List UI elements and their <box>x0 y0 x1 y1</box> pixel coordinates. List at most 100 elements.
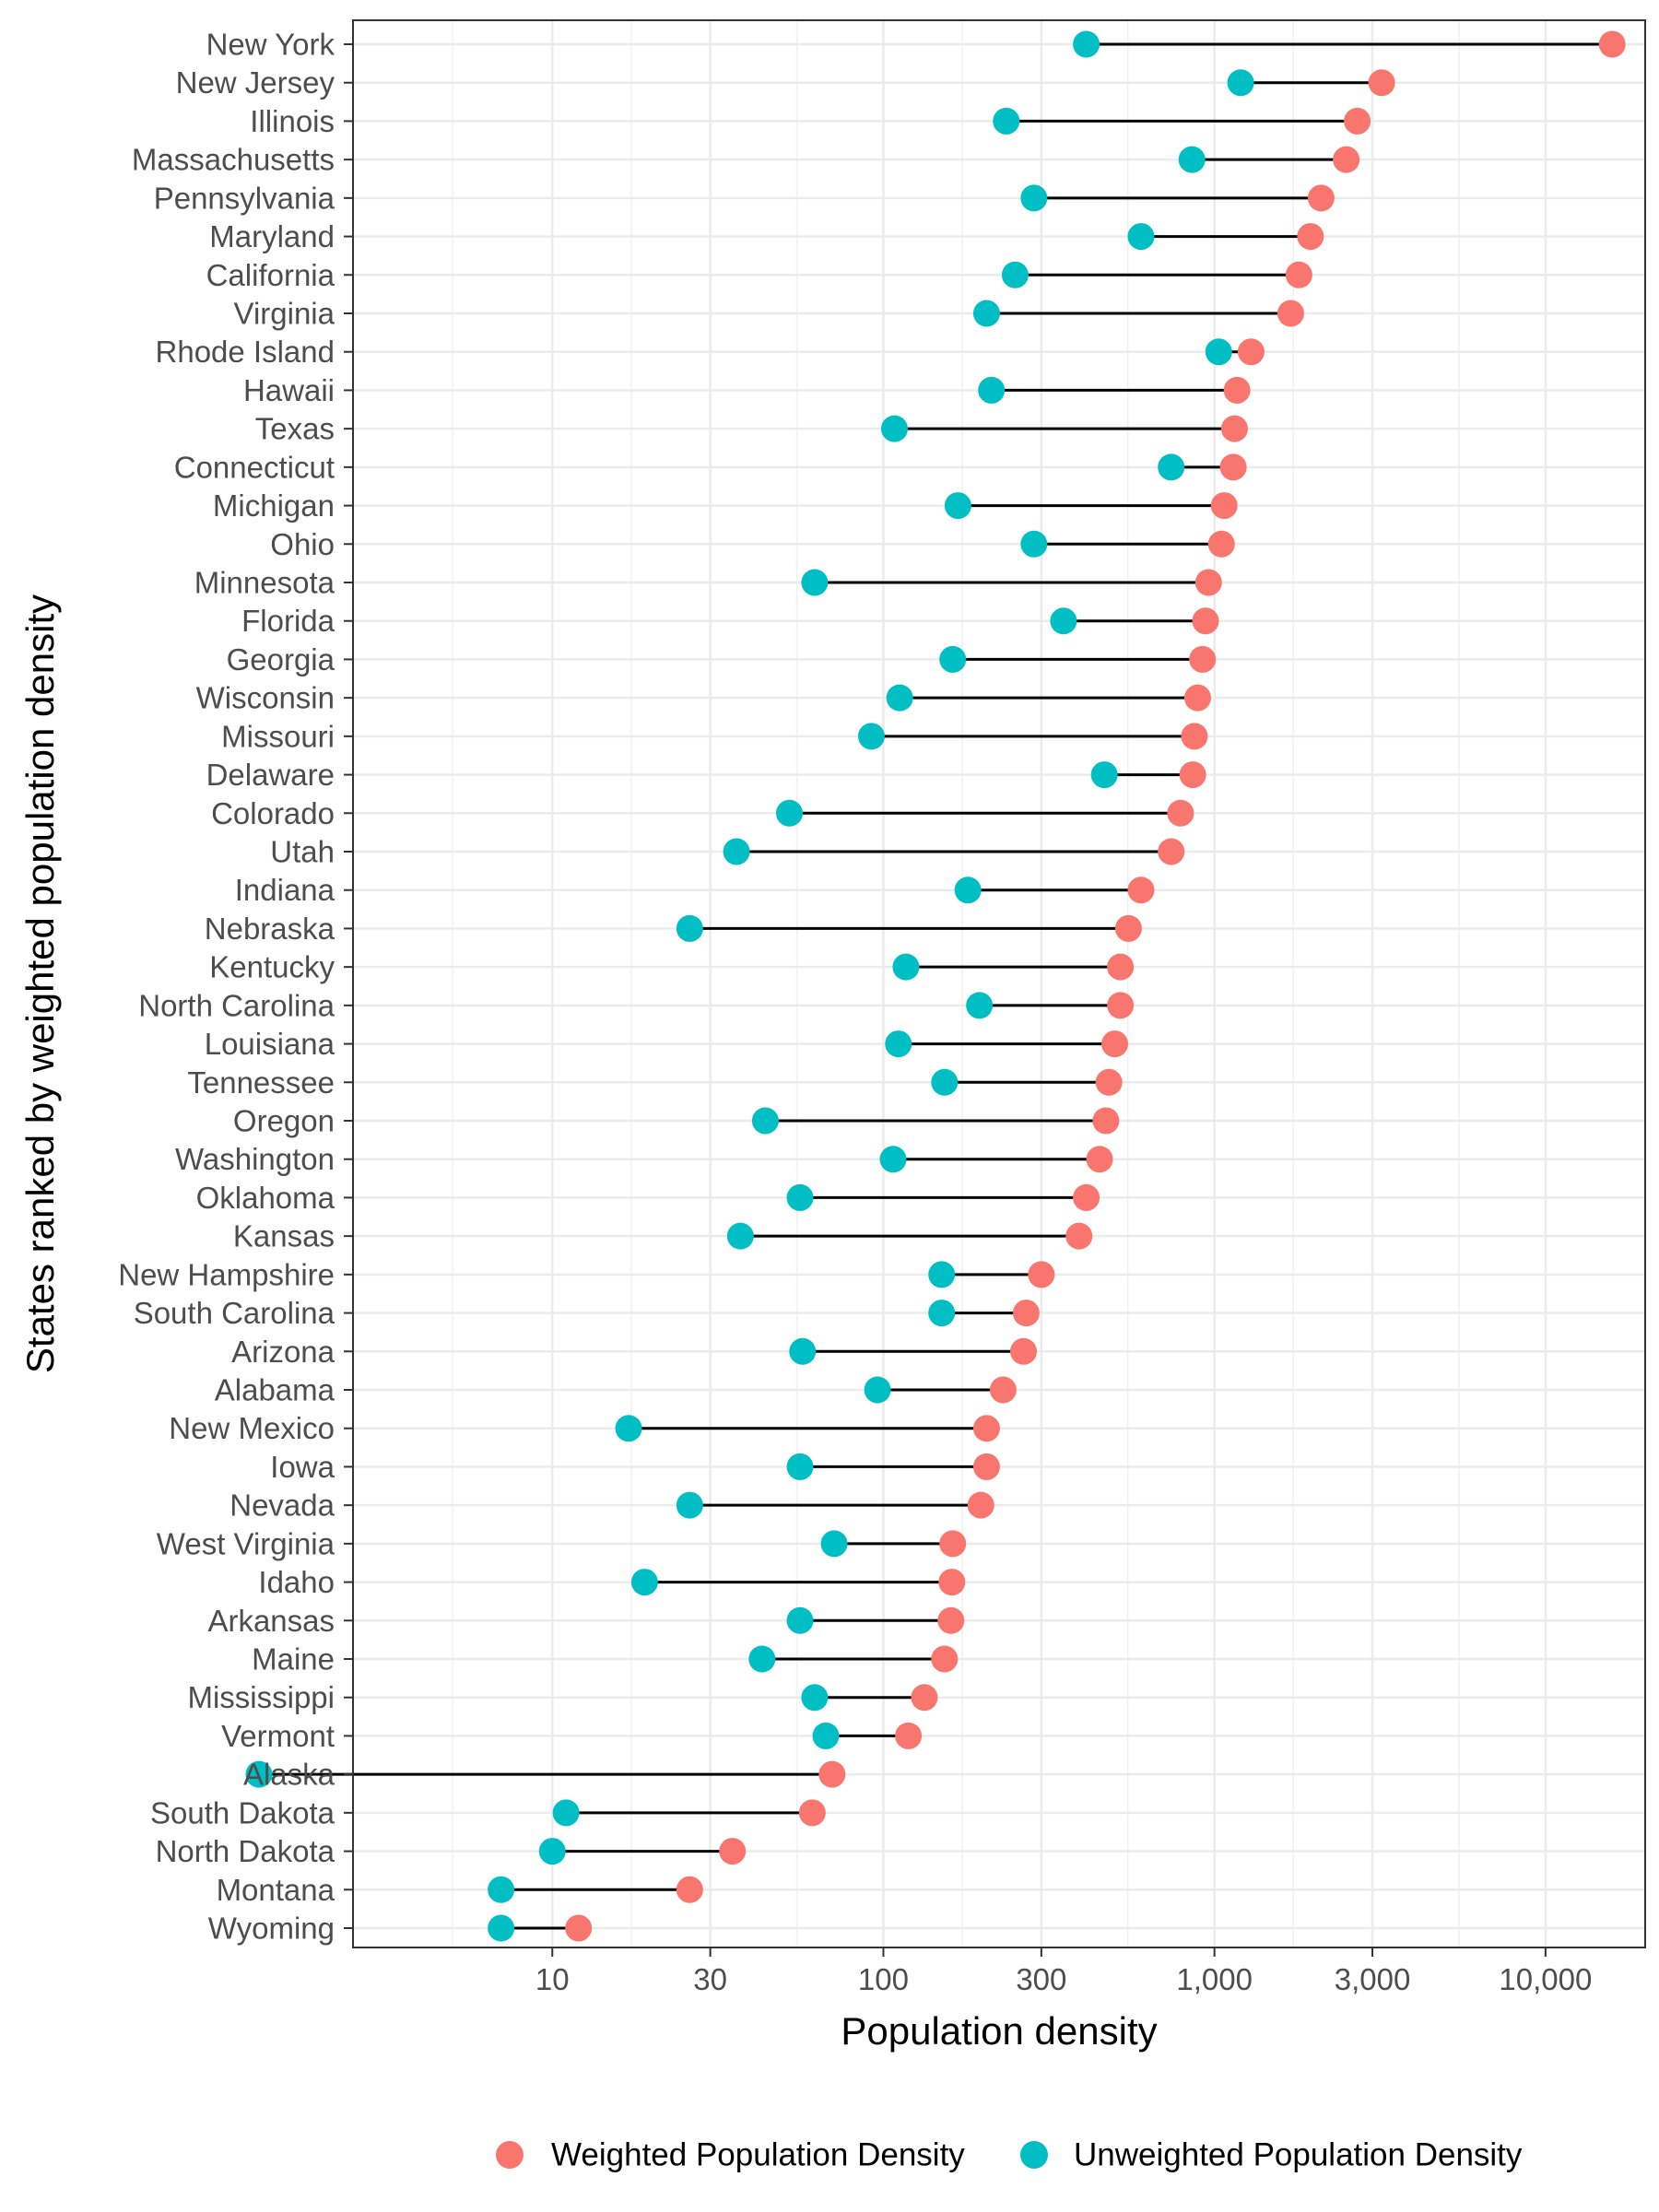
x-tick-label: 3,000 <box>1335 1962 1411 1996</box>
y-tick-label: Pennsylvania <box>154 181 335 215</box>
y-axis-title: States ranked by weighted population den… <box>18 594 62 1373</box>
y-tick-label: Delaware <box>206 758 335 792</box>
y-tick-label: Florida <box>241 604 335 638</box>
point-unweighted-georgia <box>939 645 967 673</box>
y-tick-label: Georgia <box>227 642 335 677</box>
point-unweighted-kansas <box>726 1222 754 1250</box>
point-weighted-wyoming <box>565 1914 593 1942</box>
point-weighted-new-mexico <box>972 1415 1000 1442</box>
y-tick-label: Wyoming <box>208 1912 335 1946</box>
point-weighted-california <box>1285 261 1312 288</box>
y-tick-label: Alaska <box>243 1758 335 1792</box>
y-tick-label: Missouri <box>221 719 335 753</box>
point-unweighted-south-dakota <box>552 1799 580 1827</box>
y-tick-label: Indiana <box>235 873 335 907</box>
point-unweighted-rhode-island <box>1205 338 1232 366</box>
y-tick-label: Montana <box>217 1873 335 1907</box>
y-tick-label: Rhode Island <box>156 335 335 369</box>
point-unweighted-idaho <box>630 1569 658 1596</box>
point-unweighted-kentucky <box>892 953 920 981</box>
legend-key-unweighted <box>1020 2141 1048 2169</box>
dumbbell-segments <box>258 42 1613 1930</box>
y-tick-label: Minnesota <box>194 566 335 600</box>
point-unweighted-minnesota <box>801 569 829 596</box>
y-tick-label: Maryland <box>209 219 335 253</box>
y-tick-label: Oklahoma <box>196 1181 335 1215</box>
x-tick-label: 300 <box>1016 1962 1066 1996</box>
point-weighted-north-carolina <box>1107 992 1135 1019</box>
y-tick-label: North Carolina <box>138 988 335 1022</box>
y-tick-label: South Dakota <box>150 1795 335 1830</box>
y-tick-label: Louisiana <box>205 1027 335 1061</box>
panel-border <box>352 19 1646 1948</box>
point-weighted-michigan <box>1210 492 1238 520</box>
point-unweighted-montana <box>488 1876 515 1903</box>
y-tick-label: Hawaii <box>243 373 335 407</box>
point-unweighted-alaska <box>245 1760 273 1788</box>
point-unweighted-arizona <box>789 1337 817 1365</box>
point-unweighted-new-hampshire <box>928 1261 956 1288</box>
point-weighted-iowa <box>972 1453 1000 1480</box>
x-tick-label: 1,000 <box>1176 1962 1253 1996</box>
point-weighted-kansas <box>1065 1222 1093 1250</box>
point-weighted-maryland <box>1297 223 1324 251</box>
y-tick-label: Wisconsin <box>196 681 335 715</box>
point-unweighted-west-virginia <box>820 1530 848 1558</box>
point-weighted-west-virginia <box>939 1530 967 1558</box>
legend: Weighted Population Density Unweighted P… <box>496 2137 1523 2173</box>
point-unweighted-wisconsin <box>886 684 913 712</box>
point-weighted-utah <box>1158 838 1185 865</box>
point-weighted-delaware <box>1179 761 1206 789</box>
y-tick-label: Vermont <box>221 1719 335 1753</box>
point-weighted-north-dakota <box>719 1838 747 1865</box>
point-unweighted-ohio <box>1020 530 1048 558</box>
y-tick-label: Michigan <box>213 488 335 523</box>
y-tick-label: Oregon <box>233 1104 335 1138</box>
point-unweighted-iowa <box>786 1453 814 1480</box>
point-weighted-vermont <box>895 1722 923 1749</box>
point-unweighted-texas <box>880 415 908 442</box>
unweighted-points <box>245 30 1254 1942</box>
point-unweighted-tennessee <box>931 1068 959 1096</box>
y-tick-label: Washington <box>175 1142 335 1176</box>
legend-label-weighted: Weighted Population Density <box>551 2137 965 2173</box>
x-tick-label: 100 <box>858 1962 909 1996</box>
y-tick-label: Arkansas <box>207 1604 335 1638</box>
y-tick-label: Texas <box>255 412 335 446</box>
y-tick-label: New Mexico <box>169 1411 335 1445</box>
y-tick-label: Maine <box>252 1642 335 1677</box>
y-tick-label: Colorado <box>211 796 335 830</box>
y-tick-label: Nevada <box>229 1488 335 1523</box>
weighted-points <box>565 30 1626 1942</box>
point-unweighted-arkansas <box>786 1606 814 1634</box>
point-weighted-washington <box>1086 1146 1113 1173</box>
y-tick-label: Illinois <box>250 104 335 138</box>
point-weighted-virginia <box>1277 300 1304 327</box>
point-weighted-oregon <box>1092 1107 1120 1135</box>
point-unweighted-nevada <box>676 1491 703 1519</box>
point-weighted-nevada <box>967 1491 994 1519</box>
point-unweighted-indiana <box>954 877 982 904</box>
y-tick-label: New Jersey <box>176 65 335 100</box>
point-unweighted-michigan <box>944 492 971 520</box>
y-tick-label: Tennessee <box>187 1065 335 1100</box>
point-unweighted-pennsylvania <box>1020 184 1048 212</box>
point-unweighted-maryland <box>1127 223 1155 251</box>
point-unweighted-new-jersey <box>1227 69 1254 97</box>
x-tick-label: 10 <box>535 1962 570 1996</box>
point-unweighted-wyoming <box>488 1914 515 1942</box>
y-tick-label: Mississippi <box>187 1680 335 1714</box>
point-weighted-kentucky <box>1107 953 1135 981</box>
point-weighted-montana <box>676 1876 703 1903</box>
point-weighted-florida <box>1192 607 1219 635</box>
point-unweighted-south-carolina <box>928 1300 956 1327</box>
point-unweighted-oregon <box>751 1107 779 1135</box>
y-tick-label: South Carolina <box>134 1296 335 1330</box>
point-unweighted-missouri <box>857 723 885 750</box>
point-weighted-hawaii <box>1223 376 1251 404</box>
point-weighted-south-carolina <box>1012 1300 1040 1327</box>
point-unweighted-mississippi <box>801 1684 829 1712</box>
point-unweighted-connecticut <box>1158 453 1185 481</box>
point-unweighted-alabama <box>864 1376 891 1404</box>
legend-label-unweighted: Unweighted Population Density <box>1074 2137 1523 2173</box>
